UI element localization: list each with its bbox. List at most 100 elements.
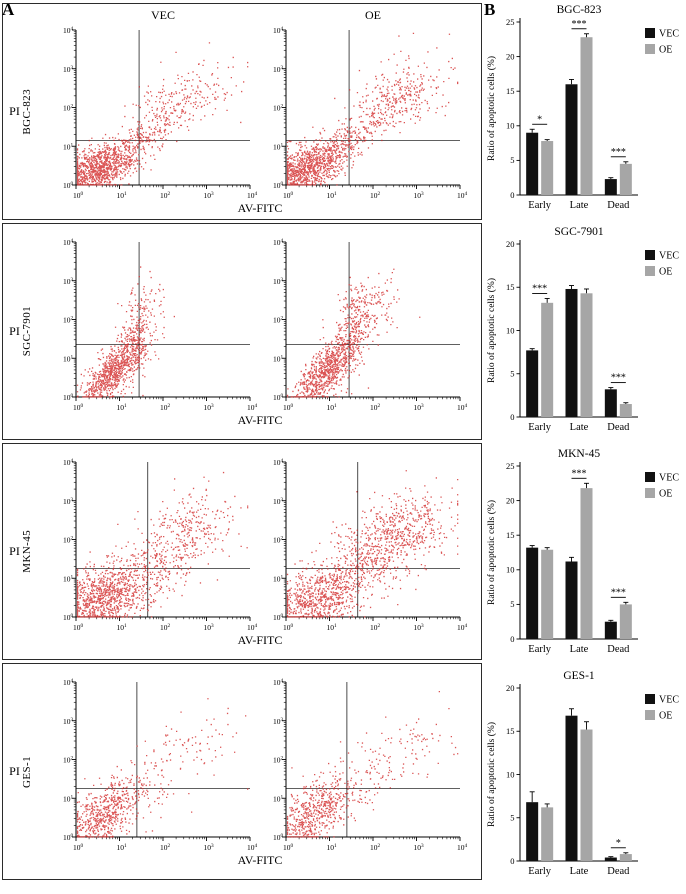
cell-line-label: SGC-7901 <box>20 306 33 357</box>
svg-text:100: 100 <box>283 623 294 632</box>
svg-text:101: 101 <box>327 623 338 632</box>
row-side-labels: PI SGC-7901 <box>3 224 39 439</box>
svg-text:103: 103 <box>273 717 284 726</box>
flow-row-ges1: PI GES-1 100 100 101 101 102 102 103 103 104 104 … <box>2 663 482 880</box>
svg-text:SGC-7901: SGC-7901 <box>554 226 603 238</box>
svg-text:0: 0 <box>510 634 514 644</box>
svg-text:100: 100 <box>73 403 84 412</box>
column-headers: VEC OE <box>50 8 470 23</box>
svg-text:100: 100 <box>283 191 294 200</box>
panel-a-flow-cytometry: A PI BGC-823 VEC OE 100 100 101 101 102 102 10… <box>2 0 482 880</box>
svg-text:100: 100 <box>63 833 74 842</box>
svg-text:102: 102 <box>273 103 284 112</box>
svg-text:102: 102 <box>370 403 381 412</box>
bar-chart-mkn45: MKN-45 0 5 10 15 20 25 Ratio of apoptotic cells… <box>486 448 679 655</box>
svg-text:Ratio of apoptotic cells (%): Ratio of apoptotic cells (%) <box>486 500 497 605</box>
svg-text:15: 15 <box>506 86 515 96</box>
svg-text:OE: OE <box>659 45 672 56</box>
svg-text:5: 5 <box>510 599 514 609</box>
svg-text:100: 100 <box>273 393 284 402</box>
svg-text:15: 15 <box>506 282 515 292</box>
row-side-labels: PI MKN-45 <box>3 444 39 659</box>
svg-text:Late: Late <box>570 200 589 211</box>
cell-line-label: BGC-823 <box>20 88 33 135</box>
svg-text:101: 101 <box>63 574 74 583</box>
svg-text:102: 102 <box>370 191 381 200</box>
svg-text:***: *** <box>532 283 547 294</box>
svg-text:104: 104 <box>457 191 468 200</box>
svg-text:101: 101 <box>273 794 284 803</box>
svg-text:102: 102 <box>273 316 284 325</box>
svg-text:Dead: Dead <box>607 422 630 433</box>
svg-text:102: 102 <box>160 623 171 632</box>
svg-text:15: 15 <box>506 530 515 540</box>
svg-text:101: 101 <box>327 843 338 852</box>
svg-text:102: 102 <box>63 103 74 112</box>
svg-text:20: 20 <box>506 683 515 693</box>
svg-text:Dead: Dead <box>607 866 630 877</box>
svg-text:5: 5 <box>510 369 514 379</box>
svg-text:102: 102 <box>273 536 284 545</box>
svg-text:104: 104 <box>247 623 258 632</box>
svg-text:100: 100 <box>63 613 74 622</box>
plot-pair: 100 100 101 101 102 102 103 103 104 104 100 100 101… <box>50 675 470 855</box>
svg-text:104: 104 <box>63 678 74 687</box>
svg-text:101: 101 <box>63 794 74 803</box>
svg-text:100: 100 <box>273 613 284 622</box>
svg-text:103: 103 <box>204 191 215 200</box>
svg-text:Early: Early <box>528 644 551 655</box>
x-axis-label: AV-FITC <box>237 853 283 867</box>
svg-text:100: 100 <box>283 403 294 412</box>
y-axis-label: PI <box>9 324 20 338</box>
svg-text:Early: Early <box>528 422 551 433</box>
svg-text:OE: OE <box>659 267 672 278</box>
col-header-oe: OE <box>365 7 381 22</box>
svg-text:5: 5 <box>510 813 514 823</box>
svg-text:Ratio of apoptotic cells (%): Ratio of apoptotic cells (%) <box>486 278 497 383</box>
svg-text:0: 0 <box>510 190 514 200</box>
svg-text:0: 0 <box>510 856 514 866</box>
svg-text:***: *** <box>611 147 626 158</box>
svg-text:104: 104 <box>247 191 258 200</box>
svg-text:100: 100 <box>273 833 284 842</box>
svg-text:20: 20 <box>506 51 515 61</box>
svg-text:VEC: VEC <box>659 473 679 484</box>
bar-chart-ges1: GES-1 0 5 10 15 20 Ratio of apoptotic cells (%… <box>486 670 679 877</box>
svg-text:Dead: Dead <box>607 644 630 655</box>
svg-text:10: 10 <box>506 565 515 575</box>
svg-text:Late: Late <box>570 866 589 877</box>
svg-text:20: 20 <box>506 239 515 249</box>
svg-text:100: 100 <box>63 393 74 402</box>
svg-text:VEC: VEC <box>659 251 679 262</box>
y-axis-label: PI <box>9 544 20 558</box>
svg-text:0: 0 <box>510 412 514 422</box>
svg-text:104: 104 <box>457 623 468 632</box>
svg-text:102: 102 <box>160 191 171 200</box>
flow-row-sgc7901: PI SGC-7901 100 100 101 101 102 102 103 103 104 1… <box>2 223 482 440</box>
svg-text:104: 104 <box>457 843 468 852</box>
svg-text:101: 101 <box>117 191 128 200</box>
svg-text:*: * <box>537 114 542 125</box>
svg-text:101: 101 <box>273 354 284 363</box>
x-axis-label: AV-FITC <box>237 413 283 427</box>
svg-text:101: 101 <box>63 142 74 151</box>
svg-text:104: 104 <box>63 26 74 35</box>
svg-text:10: 10 <box>506 325 515 335</box>
svg-text:Early: Early <box>528 200 551 211</box>
row-side-labels: PI GES-1 <box>3 664 39 879</box>
row-side-labels: PI BGC-823 <box>3 4 39 219</box>
flow-row-mkn45: PI MKN-45 100 100 101 101 102 102 103 103 104 104… <box>2 443 482 660</box>
plot-pair: 100 100 101 101 102 102 103 103 104 104 100 100 101… <box>50 455 470 635</box>
svg-text:101: 101 <box>63 354 74 363</box>
svg-text:Ratio of apoptotic cells (%): Ratio of apoptotic cells (%) <box>486 56 497 161</box>
svg-text:***: *** <box>572 19 587 30</box>
cell-line-label: GES-1 <box>20 755 33 788</box>
svg-text:103: 103 <box>414 843 425 852</box>
